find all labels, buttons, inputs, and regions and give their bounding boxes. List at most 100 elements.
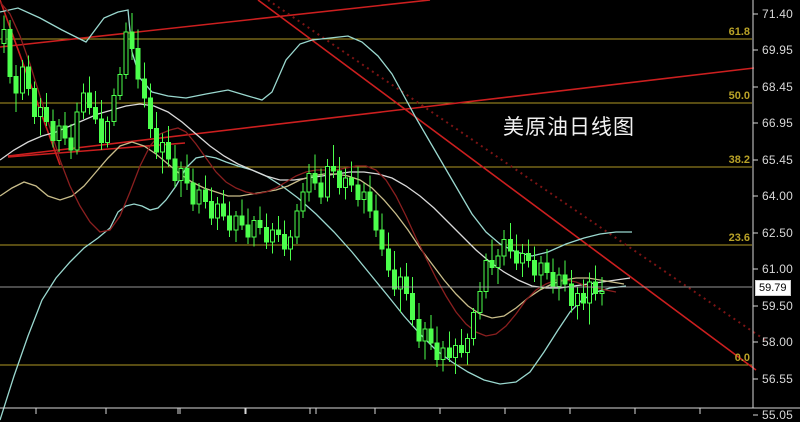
indicator-lines xyxy=(0,1,632,421)
candle-body xyxy=(44,106,50,122)
candle-body xyxy=(160,142,166,153)
trendline-descending-parallel-dotted xyxy=(267,0,769,343)
candle-body xyxy=(233,215,239,231)
candle-body xyxy=(587,281,593,304)
candle-body xyxy=(202,189,208,203)
price-tick-label: 62.50 xyxy=(762,226,794,240)
fib-label-38.2: 38.2 xyxy=(728,154,750,166)
candle-body xyxy=(129,31,135,49)
candle-body xyxy=(367,191,373,212)
current-price-tag[interactable]: 59.79 xyxy=(755,280,791,296)
candle-body xyxy=(568,283,574,306)
candle-body xyxy=(1,28,7,45)
candle-body xyxy=(440,347,446,361)
candle-body xyxy=(68,137,74,151)
candle-body xyxy=(349,177,355,186)
candle-body xyxy=(215,203,220,219)
candle-body xyxy=(25,66,31,89)
candle-body xyxy=(99,118,105,144)
candle-body xyxy=(489,260,495,269)
candle-body xyxy=(269,229,275,243)
candle-body xyxy=(208,201,214,219)
candle-body xyxy=(532,260,538,276)
candle-body xyxy=(288,236,294,250)
line-ma-fast-dark-red- xyxy=(0,1,617,337)
candle-body xyxy=(263,227,269,243)
candle-body xyxy=(251,220,257,238)
candle-body xyxy=(135,47,141,80)
candle-body xyxy=(294,210,300,238)
candle-body xyxy=(385,248,391,271)
candle-body xyxy=(337,170,342,189)
candle-body xyxy=(154,128,159,153)
candle-body xyxy=(361,191,367,200)
candle-body xyxy=(166,142,172,160)
candle-body xyxy=(111,95,117,122)
candle-body xyxy=(513,250,519,264)
line-ma-mid-khaki- xyxy=(0,141,625,319)
candle-body xyxy=(446,347,452,358)
candle-body xyxy=(123,31,129,75)
trendline-mid-support-rising xyxy=(7,67,755,157)
candle-body xyxy=(544,262,550,273)
candle-body xyxy=(471,312,477,339)
candle-body xyxy=(282,234,288,250)
candle-body xyxy=(410,293,416,321)
candle-body xyxy=(178,168,184,181)
candle-body xyxy=(465,337,471,354)
price-tick-label: 71.40 xyxy=(762,7,794,21)
candle-body xyxy=(520,253,525,264)
candle-body xyxy=(184,168,190,184)
candle-body xyxy=(318,182,324,198)
candle-body xyxy=(324,165,330,198)
candle-body xyxy=(422,328,428,342)
price-tick-label: 55.05 xyxy=(762,408,794,422)
candle-body xyxy=(416,319,422,342)
candle-body xyxy=(172,158,178,181)
candle-body xyxy=(507,238,513,252)
candle-body xyxy=(56,125,62,141)
candle-body xyxy=(93,106,98,120)
candle-body xyxy=(196,189,202,205)
candle-body xyxy=(538,262,544,276)
candle-body xyxy=(501,238,507,257)
candle-body xyxy=(574,293,580,306)
candle-body xyxy=(581,293,586,304)
fib-label-50.0: 50.0 xyxy=(728,90,750,102)
candle-body xyxy=(257,220,263,229)
candle-body xyxy=(190,182,196,205)
candle-body xyxy=(227,215,233,231)
candle-body xyxy=(105,120,111,144)
candle-body xyxy=(141,78,147,99)
price-tick-label: 61.00 xyxy=(762,262,794,276)
candle-body xyxy=(355,184,361,200)
price-tick-label: 68.45 xyxy=(762,80,794,94)
candle-body xyxy=(398,276,403,290)
fib-label-61.8: 61.8 xyxy=(728,26,750,38)
candle-body xyxy=(495,255,501,269)
candle-body xyxy=(86,92,92,108)
price-tick-label: 56.55 xyxy=(762,372,794,386)
candle-body xyxy=(452,345,458,358)
candle-body xyxy=(300,191,306,212)
candle-body xyxy=(434,342,440,361)
candle-body xyxy=(245,224,251,238)
candle-body xyxy=(276,229,281,236)
price-tick-label: 59.50 xyxy=(762,299,794,313)
candle-body xyxy=(19,66,25,94)
trendline-descending-main xyxy=(257,0,757,371)
candle-body xyxy=(404,276,410,295)
trendline-upper-resistance-rising xyxy=(0,0,431,48)
fib-label-23.6: 23.6 xyxy=(728,232,750,244)
candle-body xyxy=(7,28,13,78)
candle-body xyxy=(32,87,37,118)
candle-body xyxy=(373,210,379,231)
candle-body xyxy=(74,111,80,151)
candle-body xyxy=(562,274,568,285)
candle-body xyxy=(330,165,336,172)
candle-body xyxy=(477,290,483,314)
